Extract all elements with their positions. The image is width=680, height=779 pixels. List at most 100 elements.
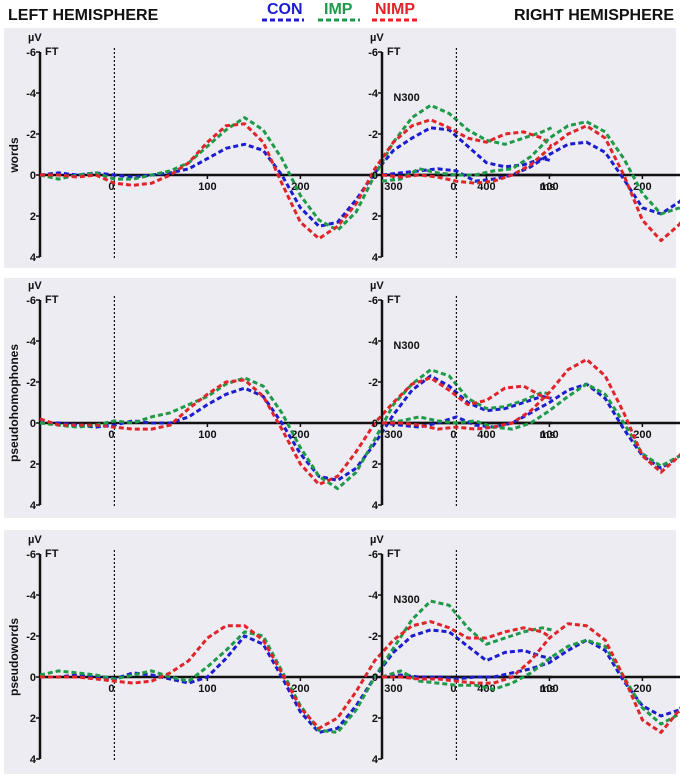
y-tick-label-pseudowords-right: -2: [368, 631, 378, 643]
y-tick-label-pseudowords-right: -6: [368, 549, 378, 561]
x-tick-label-pseudowords-left: 100: [198, 683, 216, 695]
x-tick-label-words-right: 100: [540, 181, 558, 193]
x-tick-label-pseudohomophones-left: 400: [477, 429, 495, 441]
y-tick-label-words-right: 0: [372, 170, 378, 182]
y-tick-label-pseudowords-left: 2: [30, 713, 36, 725]
series-line-con-words-right: [381, 140, 680, 216]
series-line-nimp-pseudohomophones-left: [39, 376, 552, 486]
series-line-nimp-words-left: [40, 118, 553, 241]
channel-label-pseudohomophones-left: FT: [45, 294, 59, 306]
x-tick-label-pseudowords-left: 0: [108, 683, 114, 695]
y-tick-label-words-left: 0: [30, 170, 36, 182]
y-tick-label-pseudohomophones-right: 4: [372, 500, 379, 512]
row-background-pseudohomophones: [4, 278, 676, 518]
y-tick-label-pseudohomophones-right: -2: [368, 377, 378, 389]
y-tick-label-pseudohomophones-left: -2: [26, 377, 36, 389]
channel-label-words-right: FT: [387, 46, 401, 58]
y-tick-label-pseudohomophones-right: -6: [368, 295, 378, 307]
series-line-nimp-pseudowords-right: [382, 622, 680, 734]
x-tick-label-words-left: 400: [477, 181, 495, 193]
row-background-words: [4, 28, 676, 268]
y-tick-label-words-right: -6: [368, 47, 378, 59]
y-unit-label-pseudowords-left: µV: [28, 534, 42, 546]
y-tick-label-pseudohomophones-left: -6: [26, 295, 36, 307]
x-tick-label-pseudohomophones-left: 0: [108, 429, 114, 441]
x-tick-label-pseudohomophones-left: 200: [291, 429, 309, 441]
n300-annotation-words-left: N300: [393, 92, 419, 104]
y-tick-label-pseudowords-right: -4: [368, 590, 379, 602]
legend-item-nimp: NIMP: [372, 1, 418, 22]
y-tick-label-words-left: -2: [26, 129, 36, 141]
y-tick-label-pseudowords-right: 4: [372, 754, 379, 766]
x-tick-label-words-left: 0: [108, 181, 114, 193]
legend: CON IMP NIMP: [262, 1, 418, 22]
x-tick-label-pseudowords-right: 200: [633, 683, 651, 695]
legend-label-nimp: NIMP: [375, 1, 415, 18]
y-unit-label-pseudowords-right: µV: [370, 534, 384, 546]
x-tick-label-pseudohomophones-left: 300: [384, 429, 402, 441]
channel-label-pseudowords-left: FT: [45, 548, 59, 560]
x-tick-label-pseudowords-right: 100: [540, 683, 558, 695]
n300-annotation-pseudohomophones-left: N300: [393, 340, 419, 352]
legend-label-con: CON: [267, 1, 303, 18]
series-line-imp-words-left: [39, 103, 553, 232]
y-tick-label-words-right: 2: [372, 211, 378, 223]
x-unit-label-pseudowords-left: ms: [540, 683, 556, 695]
y-tick-label-pseudohomophones-right: 0: [372, 418, 378, 430]
y-tick-label-pseudowords-right: 2: [372, 713, 378, 725]
x-tick-label-pseudowords-left: 300: [384, 683, 402, 695]
y-tick-label-pseudowords-left: 4: [30, 754, 37, 766]
y-tick-label-words-left: -4: [26, 88, 37, 100]
row-label-pseudohomophones: pseudohomophones: [7, 344, 21, 462]
y-tick-label-pseudohomophones-left: -4: [26, 336, 37, 348]
series-line-con-pseudowords-left: [40, 628, 552, 734]
series-line-imp-words-right: [381, 120, 680, 216]
channel-label-pseudowords-right: FT: [387, 548, 401, 560]
legend-label-imp: IMP: [324, 1, 353, 18]
x-tick-label-pseudohomophones-right: 200: [633, 429, 651, 441]
legend-item-imp: IMP: [318, 1, 360, 22]
x-tick-label-pseudohomophones-left: 100: [198, 429, 216, 441]
y-unit-label-pseudohomophones-right: µV: [370, 280, 384, 292]
channel-label-pseudohomophones-right: FT: [387, 294, 401, 306]
y-tick-label-pseudohomophones-left: 0: [30, 418, 36, 430]
y-unit-label-words-right: µV: [370, 32, 384, 44]
y-tick-label-pseudohomophones-right: 2: [372, 459, 378, 471]
y-tick-label-words-right: -4: [368, 88, 379, 100]
series-line-nimp-pseudowords-left: [40, 620, 553, 730]
n300-annotation-pseudowords-left: N300: [393, 594, 419, 606]
y-tick-label-words-left: 4: [30, 252, 37, 264]
y-tick-label-words-left: -6: [26, 47, 36, 59]
x-tick-label-words-left: 200: [291, 181, 309, 193]
y-tick-label-pseudohomophones-left: 2: [30, 459, 36, 471]
x-tick-label-pseudowords-left: 200: [291, 683, 309, 695]
channel-label-words-left: FT: [45, 46, 59, 58]
series-line-con-words-left: [39, 126, 552, 228]
x-unit-label-pseudohomophones-left: ms: [540, 429, 556, 441]
x-tick-label-pseudohomophones-right: 0: [450, 429, 456, 441]
x-tick-label-pseudowords-right: 0: [450, 683, 456, 695]
y-tick-label-words-right: -2: [368, 129, 378, 141]
x-tick-label-pseudohomophones-right: 100: [540, 429, 558, 441]
y-tick-label-pseudowords-left: 0: [30, 672, 36, 684]
y-tick-label-pseudohomophones-right: -4: [368, 336, 379, 348]
series-line-con-pseudohomophones-left: [40, 374, 552, 482]
x-tick-label-words-left: 100: [198, 181, 216, 193]
row-label-words: words: [7, 137, 21, 174]
y-tick-label-pseudowords-left: -2: [26, 631, 36, 643]
y-tick-label-pseudowords-left: -6: [26, 549, 36, 561]
y-tick-label-pseudowords-left: -4: [26, 590, 37, 602]
x-tick-label-words-right: 0: [450, 181, 456, 193]
x-tick-label-words-left: 300: [384, 181, 402, 193]
series-line-con-pseudohomophones-right: [381, 382, 680, 470]
left-hemisphere-title: LEFT HEMISPHERE: [8, 7, 159, 24]
row-background-pseudowords: [4, 530, 676, 774]
series-line-imp-pseudowords-right: [381, 638, 680, 726]
y-unit-label-words-left: µV: [28, 32, 42, 44]
x-unit-label-words-left: ms: [540, 181, 556, 193]
legend-item-con: CON: [262, 1, 304, 22]
